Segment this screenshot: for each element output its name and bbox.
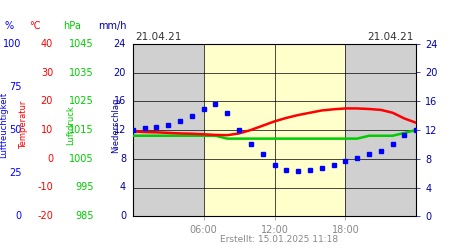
Text: 30: 30 xyxy=(41,68,53,78)
Bar xyxy=(133,44,203,216)
Text: 20: 20 xyxy=(114,68,126,78)
Text: 0: 0 xyxy=(120,211,126,221)
Text: 24: 24 xyxy=(114,39,126,49)
Text: 8: 8 xyxy=(120,154,126,164)
Text: -10: -10 xyxy=(37,182,53,192)
Text: Temperatur: Temperatur xyxy=(19,101,28,149)
Text: 1025: 1025 xyxy=(69,96,94,106)
Text: 1035: 1035 xyxy=(69,68,94,78)
Text: 25: 25 xyxy=(9,168,22,178)
Text: 21.04.21: 21.04.21 xyxy=(368,32,414,42)
Bar xyxy=(203,44,346,216)
Text: 40: 40 xyxy=(41,39,53,49)
Text: 4: 4 xyxy=(120,182,126,192)
Text: 10: 10 xyxy=(41,125,53,135)
Text: 985: 985 xyxy=(75,211,94,221)
Text: 0: 0 xyxy=(47,154,53,164)
Text: 100: 100 xyxy=(3,39,22,49)
Text: °C: °C xyxy=(29,21,41,31)
Text: 995: 995 xyxy=(75,182,94,192)
Text: 20: 20 xyxy=(40,96,53,106)
Text: 21.04.21: 21.04.21 xyxy=(135,32,181,42)
Text: Luftdruck: Luftdruck xyxy=(67,105,76,145)
Text: mm/h: mm/h xyxy=(98,21,126,31)
Text: 12: 12 xyxy=(114,125,126,135)
Bar xyxy=(346,44,416,216)
Text: Luftfeuchtigkeit: Luftfeuchtigkeit xyxy=(0,92,8,158)
Text: 1045: 1045 xyxy=(69,39,94,49)
Text: 0: 0 xyxy=(15,211,22,221)
Text: 1015: 1015 xyxy=(69,125,94,135)
Text: Erstellt: 15.01.2025 11:18: Erstellt: 15.01.2025 11:18 xyxy=(220,235,338,244)
Text: Niederschlag: Niederschlag xyxy=(112,97,121,153)
Text: -20: -20 xyxy=(37,211,53,221)
Text: 16: 16 xyxy=(114,96,126,106)
Text: %: % xyxy=(4,21,13,31)
Text: 1005: 1005 xyxy=(69,154,94,164)
Text: 50: 50 xyxy=(9,125,22,135)
Text: 75: 75 xyxy=(9,82,22,92)
Text: hPa: hPa xyxy=(63,21,81,31)
